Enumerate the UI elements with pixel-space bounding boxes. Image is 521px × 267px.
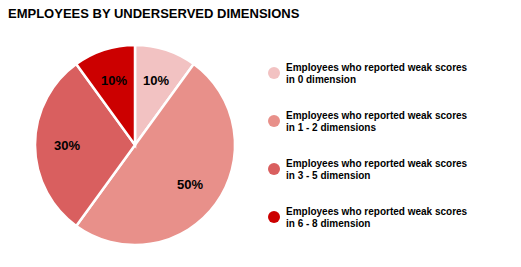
data-labels: 10% 50% 30% 10% xyxy=(54,73,203,193)
pie xyxy=(35,45,235,245)
legend-swatch xyxy=(268,163,280,175)
pie-slice xyxy=(76,45,135,145)
legend-label-line: Employees who reported weak scores xyxy=(286,206,468,217)
legend-swatch xyxy=(268,211,280,223)
legend-swatch xyxy=(268,67,280,79)
data-label: 50% xyxy=(177,177,203,192)
legend-item: Employees who reported weak scoresin 1 -… xyxy=(268,110,468,133)
legend-label: Employees who reported weak scoresin 6 -… xyxy=(286,206,468,229)
legend-item: Employees who reported weak scoresin 0 d… xyxy=(268,62,468,85)
legend-swatch xyxy=(268,115,280,127)
legend-label-line: Employees who reported weak scores xyxy=(286,110,468,121)
title: EMPLOYEES BY UNDERSERVED DIMENSIONS xyxy=(8,6,300,21)
legend-label-line: Employees who reported weak scores xyxy=(286,158,468,169)
legend-label-line: in 1 - 2 dimensions xyxy=(286,122,376,133)
data-label: 30% xyxy=(54,138,80,153)
legend-label: Employees who reported weak scoresin 0 d… xyxy=(286,62,468,85)
data-label: 10% xyxy=(101,73,127,88)
legend-label-line: in 0 dimension xyxy=(286,74,356,85)
legend: Employees who reported weak scoresin 0 d… xyxy=(268,62,468,229)
legend-label: Employees who reported weak scoresin 3 -… xyxy=(286,158,468,181)
legend-label-line: in 6 - 8 dimension xyxy=(286,218,370,229)
legend-label: Employees who reported weak scoresin 1 -… xyxy=(286,110,468,133)
chart: EMPLOYEES BY UNDERSERVED DIMENSIONS 10% 50… xyxy=(0,0,521,267)
legend-item: Employees who reported weak scoresin 3 -… xyxy=(268,158,468,181)
legend-item: Employees who reported weak scoresin 6 -… xyxy=(268,206,468,229)
legend-label-line: Employees who reported weak scores xyxy=(286,62,468,73)
data-label: 10% xyxy=(143,73,169,88)
legend-label-line: in 3 - 5 dimension xyxy=(286,170,370,181)
